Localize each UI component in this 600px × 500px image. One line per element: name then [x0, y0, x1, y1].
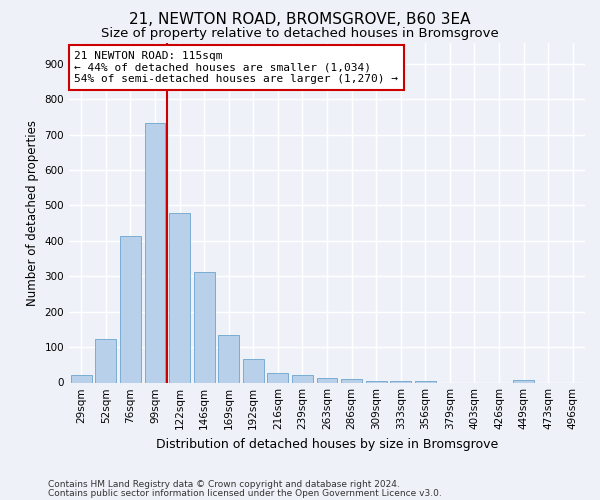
- Bar: [390, 381, 411, 382]
- Bar: [243, 360, 264, 382]
- X-axis label: Distribution of detached houses by size in Bromsgrove: Distribution of detached houses by size …: [156, 438, 498, 451]
- Y-axis label: Number of detached properties: Number of detached properties: [26, 120, 39, 306]
- Bar: [513, 380, 534, 382]
- Text: Contains HM Land Registry data © Crown copyright and database right 2024.: Contains HM Land Registry data © Crown c…: [48, 480, 400, 489]
- Bar: [95, 340, 116, 382]
- Bar: [341, 379, 362, 382]
- Bar: [415, 381, 436, 382]
- Bar: [194, 272, 215, 382]
- Text: 21, NEWTON ROAD, BROMSGROVE, B60 3EA: 21, NEWTON ROAD, BROMSGROVE, B60 3EA: [129, 12, 471, 28]
- Bar: [120, 236, 141, 382]
- Bar: [268, 372, 289, 382]
- Bar: [145, 123, 166, 382]
- Bar: [218, 336, 239, 382]
- Bar: [71, 374, 92, 382]
- Bar: [292, 374, 313, 382]
- Text: 21 NEWTON ROAD: 115sqm
← 44% of detached houses are smaller (1,034)
54% of semi-: 21 NEWTON ROAD: 115sqm ← 44% of detached…: [74, 51, 398, 84]
- Text: Size of property relative to detached houses in Bromsgrove: Size of property relative to detached ho…: [101, 28, 499, 40]
- Bar: [365, 380, 386, 382]
- Bar: [169, 212, 190, 382]
- Text: Contains public sector information licensed under the Open Government Licence v3: Contains public sector information licen…: [48, 488, 442, 498]
- Bar: [317, 378, 337, 382]
